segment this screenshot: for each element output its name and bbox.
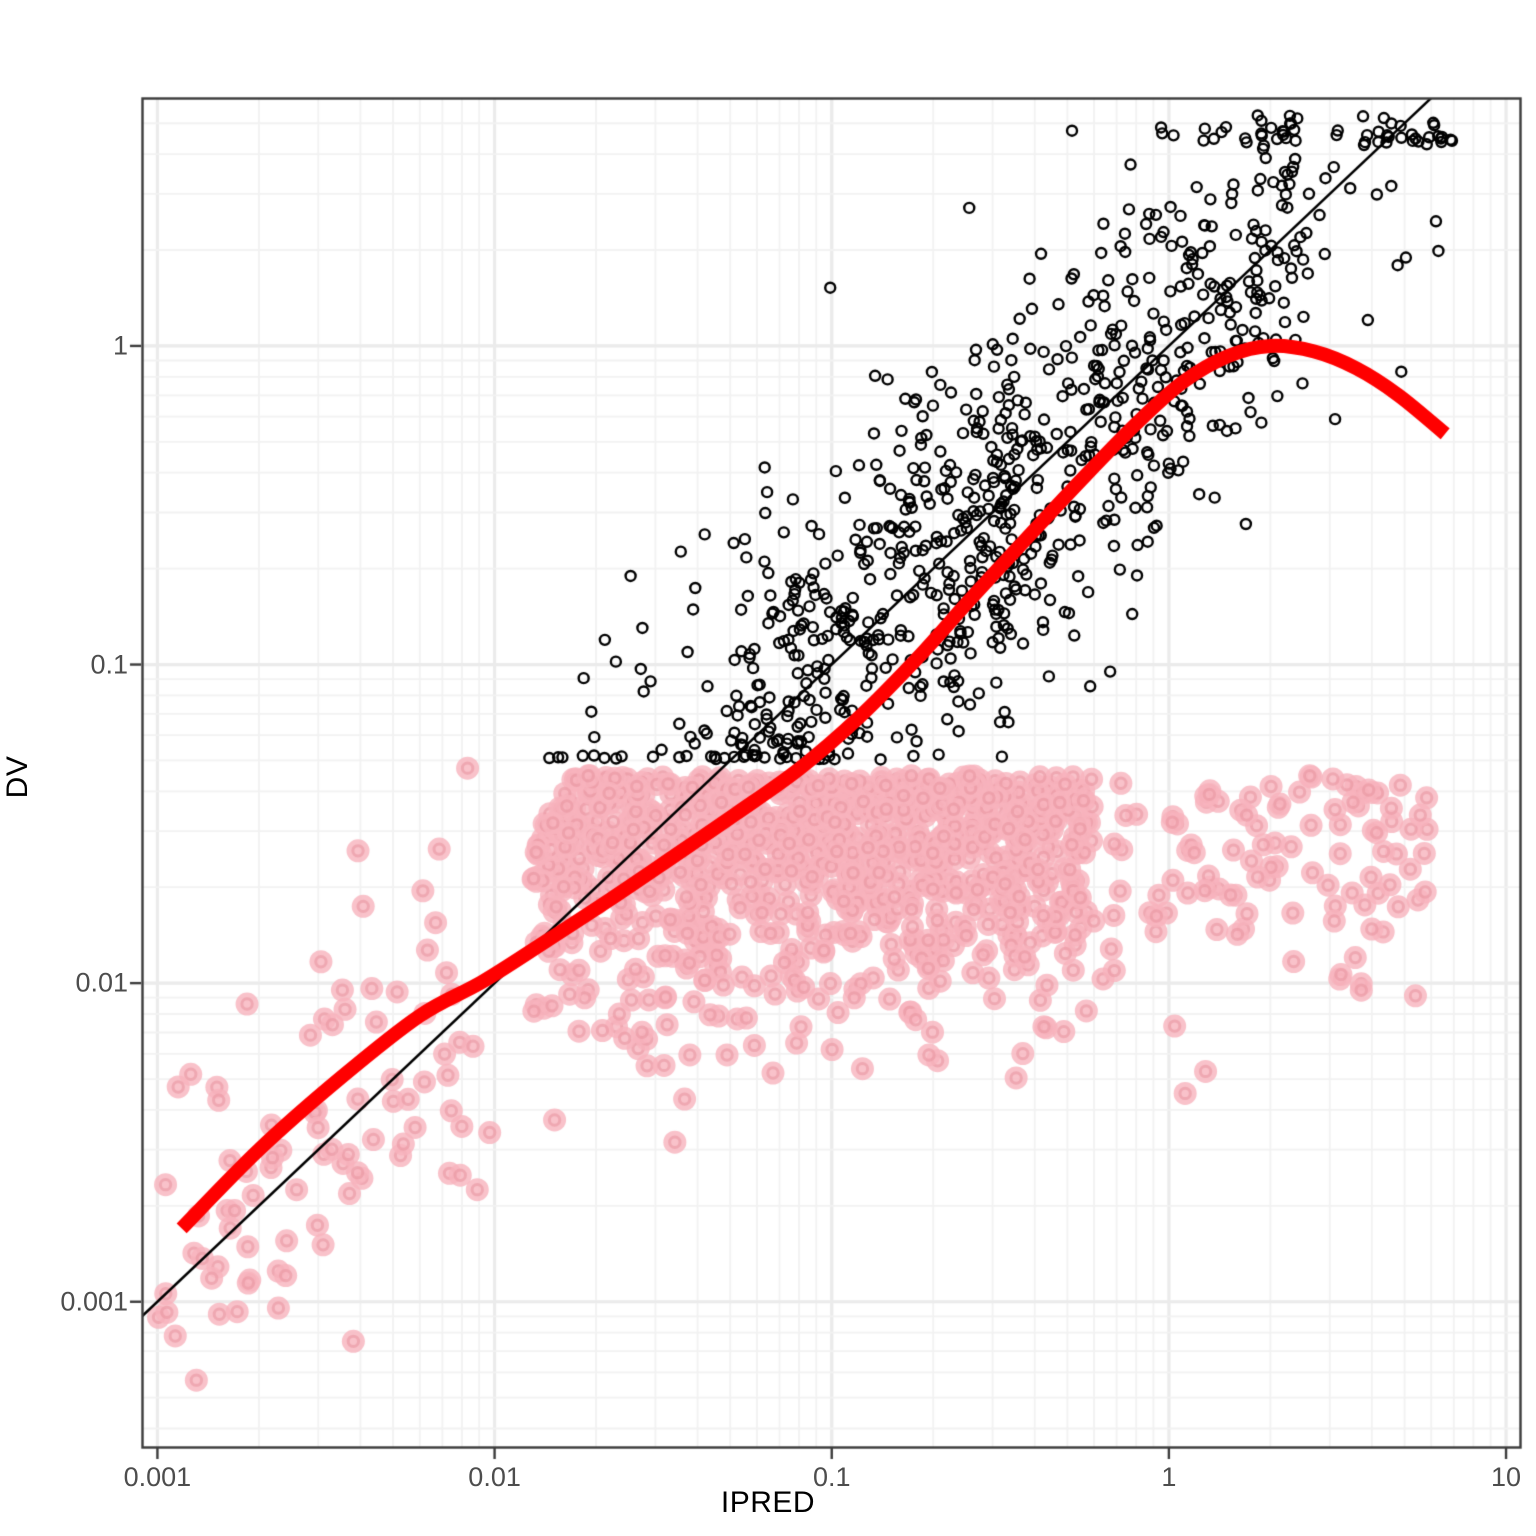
y-tick-label-2: 0.1 (90, 649, 128, 680)
y-tick-label-3: 1 (112, 330, 128, 361)
y-tick-label-0: 0.001 (60, 1286, 128, 1317)
x-tick-label-1: 0.01 (468, 1462, 521, 1492)
y-tick-label-1: 0.01 (75, 967, 128, 998)
x-tick-label-0: 0.001 (123, 1462, 192, 1492)
x-tick-label-2: 0.1 (812, 1462, 851, 1492)
y-axis-title: DV (1, 755, 34, 799)
x-tick-label-3: 1 (1161, 1462, 1177, 1492)
x-axis-title: IPRED (720, 1486, 816, 1519)
x-tick-label-4: 10 (1491, 1462, 1522, 1492)
